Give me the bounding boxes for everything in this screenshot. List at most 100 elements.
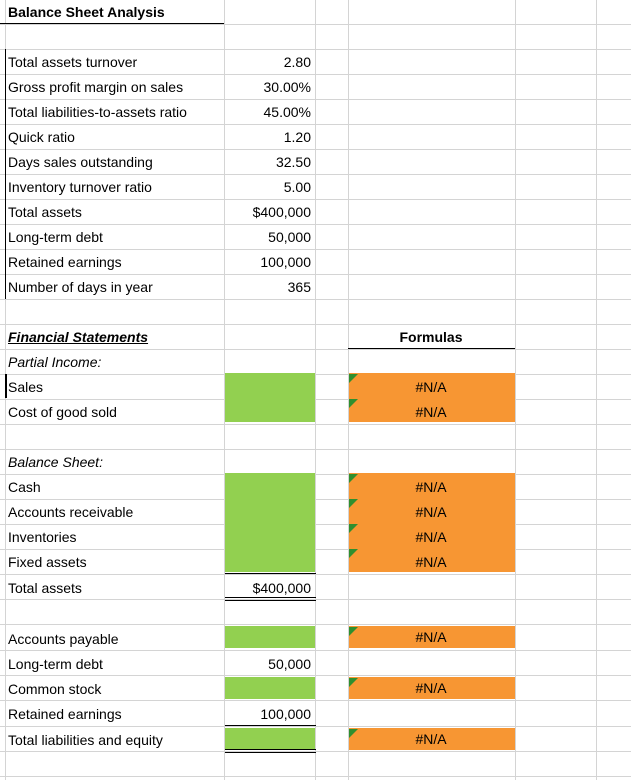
liab-value-long-term-debt[interactable]: 50,000 xyxy=(268,656,311,672)
gridline xyxy=(0,149,631,150)
input-label: Total assets turnover xyxy=(8,54,138,70)
liab-formula-accounts-payable[interactable]: #N/A xyxy=(415,629,447,645)
input-label: Inventory turnover ratio xyxy=(8,179,152,195)
gridline xyxy=(0,99,631,100)
gridline xyxy=(0,399,631,400)
gridline xyxy=(0,624,631,625)
liab-label-common-stock: Common stock xyxy=(8,681,102,697)
asset-formula-cash[interactable]: #N/A xyxy=(415,479,447,495)
liab-label-total: Total liabilities and equity xyxy=(8,732,163,748)
liab-label-retained-earnings: Retained earnings xyxy=(8,706,122,722)
input-label: Total liabilities-to-assets ratio xyxy=(8,104,187,120)
gridline xyxy=(0,524,631,525)
liab-label-long-term-debt: Long-term debt xyxy=(8,656,103,672)
input-label: Number of days in year xyxy=(8,279,153,295)
asset-label-receivables: Accounts receivable xyxy=(8,504,134,520)
gridline xyxy=(0,650,631,651)
input-value[interactable]: 2.80 xyxy=(283,54,311,70)
error-indicator-icon xyxy=(349,678,358,687)
total-liabilities-double-underline xyxy=(225,749,316,753)
input-cell-sales-cogs[interactable] xyxy=(225,373,315,422)
input-value[interactable]: 5.00 xyxy=(283,179,311,195)
error-indicator-icon xyxy=(349,474,358,483)
financial-statements-heading: Financial Statements xyxy=(8,329,149,345)
gridline xyxy=(0,726,631,727)
input-value[interactable]: $400,000 xyxy=(252,204,311,220)
liab-value-retained-earnings[interactable]: 100,000 xyxy=(260,706,311,722)
income-label-cogs: Cost of good sold xyxy=(8,404,117,420)
input-cell-accounts-payable[interactable] xyxy=(225,626,315,648)
liab-formula-common-stock[interactable]: #N/A xyxy=(415,680,447,696)
gridline xyxy=(0,574,631,575)
formula-cell-income[interactable] xyxy=(349,373,515,422)
income-formula-cogs[interactable]: #N/A xyxy=(415,404,447,420)
gridline xyxy=(0,199,631,200)
formula-cell-assets[interactable] xyxy=(349,473,515,572)
gridline xyxy=(0,324,631,325)
gridline xyxy=(224,0,225,780)
input-label: Long-term debt xyxy=(8,229,103,245)
total-assets-double-underline xyxy=(225,597,316,601)
formula-cell-accounts-payable[interactable] xyxy=(349,626,515,648)
input-value[interactable]: 50,000 xyxy=(268,229,311,245)
formula-cell-total-liabilities[interactable] xyxy=(349,728,515,750)
gridline xyxy=(0,499,631,500)
income-formula-sales[interactable]: #N/A xyxy=(415,379,447,395)
input-cell-common-stock[interactable] xyxy=(225,677,315,699)
gridline xyxy=(0,599,631,600)
gridline xyxy=(0,49,631,50)
retained-earnings-underline xyxy=(225,725,316,726)
input-label: Quick ratio xyxy=(8,129,75,145)
partial-income-heading: Partial Income: xyxy=(8,354,102,370)
input-cell-total-liabilities[interactable] xyxy=(225,728,315,750)
error-indicator-icon xyxy=(349,627,358,636)
asset-formula-inventories[interactable]: #N/A xyxy=(415,529,447,545)
input-value[interactable]: 45.00% xyxy=(263,104,311,120)
gridline xyxy=(0,374,631,375)
input-value[interactable]: 1.20 xyxy=(283,129,311,145)
total-assets-value[interactable]: $400,000 xyxy=(252,580,311,596)
sheet-title: Balance Sheet Analysis xyxy=(8,4,165,20)
gridline xyxy=(315,0,316,780)
input-value[interactable]: 365 xyxy=(287,279,311,295)
asset-formula-fixed[interactable]: #N/A xyxy=(415,554,447,570)
error-indicator-icon xyxy=(349,524,358,533)
gridline xyxy=(0,675,631,676)
gridline xyxy=(0,249,631,250)
input-table-border xyxy=(5,49,6,299)
liab-label-accounts-payable: Accounts payable xyxy=(8,631,119,647)
input-value[interactable]: 100,000 xyxy=(260,254,311,270)
formulas-heading: Formulas xyxy=(399,329,463,345)
input-value[interactable]: 32.50 xyxy=(275,154,311,170)
formula-cell-common-stock[interactable] xyxy=(349,677,515,699)
gridline xyxy=(0,549,631,550)
asset-label-cash: Cash xyxy=(8,479,41,495)
asset-label-inventories: Inventories xyxy=(8,529,77,545)
balance-sheet-heading: Balance Sheet: xyxy=(8,454,103,470)
error-indicator-icon xyxy=(349,374,358,383)
gridline xyxy=(0,349,631,350)
gridline xyxy=(348,0,349,780)
gridline xyxy=(0,751,631,752)
input-label: Total assets xyxy=(8,204,82,220)
gridline xyxy=(0,776,631,777)
gridline xyxy=(0,424,631,425)
input-value[interactable]: 30.00% xyxy=(263,79,311,95)
gridline xyxy=(0,124,631,125)
formulas-underline xyxy=(348,348,515,349)
error-indicator-icon xyxy=(349,499,358,508)
title-cell-border xyxy=(0,0,224,24)
input-label: Gross profit margin on sales xyxy=(8,79,184,95)
asset-label-fixed: Fixed assets xyxy=(8,554,87,570)
active-cell-marker xyxy=(5,374,7,398)
gridline xyxy=(0,474,631,475)
gridline xyxy=(596,0,597,780)
input-label: Retained earnings xyxy=(8,254,122,270)
asset-formula-receivables[interactable]: #N/A xyxy=(415,504,447,520)
gridline xyxy=(0,174,631,175)
gridline xyxy=(0,24,631,25)
gridline xyxy=(515,0,516,780)
liab-formula-total[interactable]: #N/A xyxy=(415,731,447,747)
input-cell-assets[interactable] xyxy=(225,473,315,572)
